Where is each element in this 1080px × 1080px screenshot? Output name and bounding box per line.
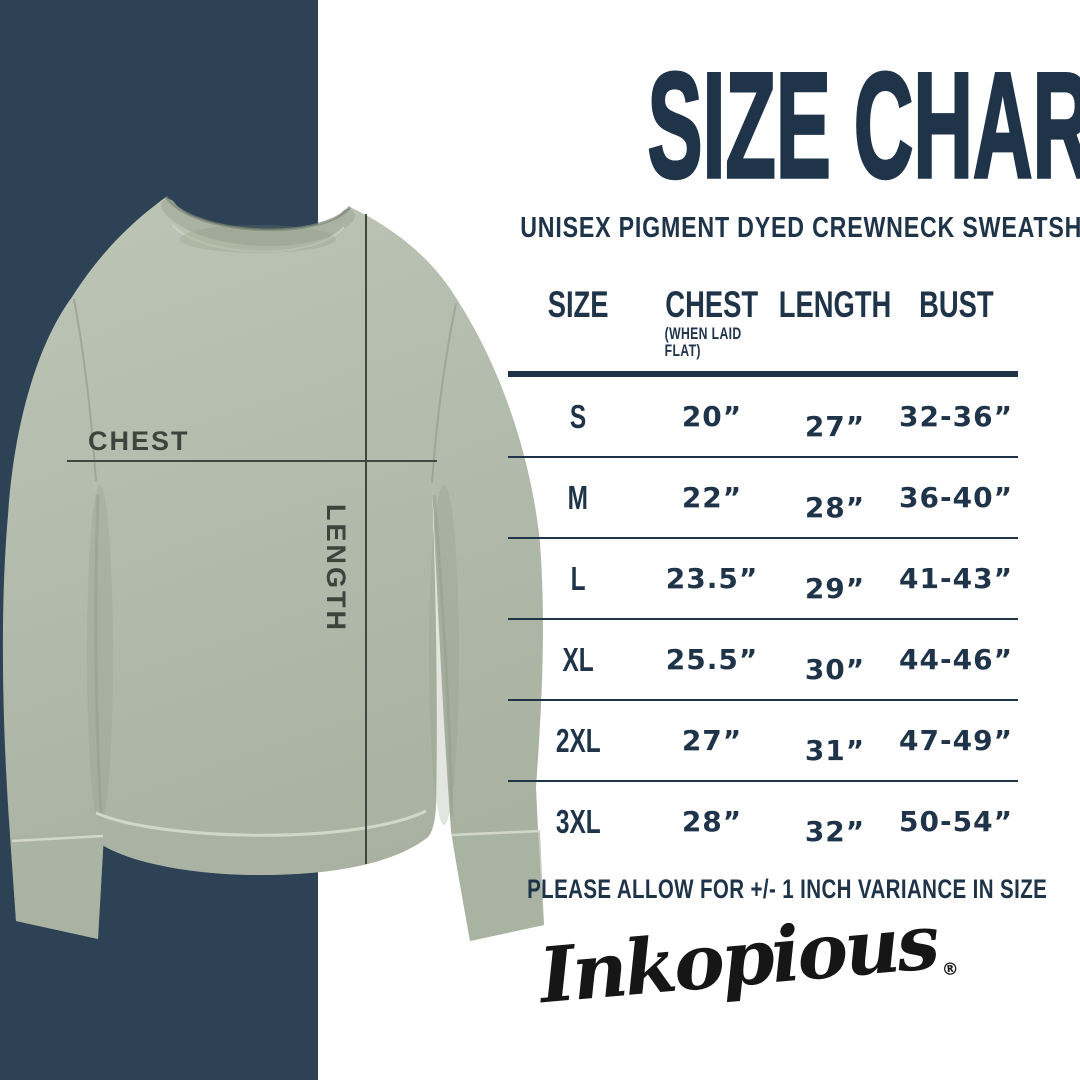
length-value: 27” [804,410,866,443]
bust-value: 36-40” [899,481,1013,514]
chest-value: 27” [681,724,743,757]
chest-value: 23.5” [665,562,759,595]
size-table-header: SIZE CHEST (WHEN LAID FLAT) LENGTH BUST [508,286,1018,377]
bust-value: 44-46” [899,643,1013,676]
chest-measure-line [67,460,437,462]
sweatshirt-photo [2,196,544,941]
page-subtitle: UNISEX PIGMENT DYED CREWNECK SWEATSHIRT [520,212,1080,244]
col-header-chest: CHEST (WHEN LAID FLAT) [664,284,759,360]
size-value: M [567,478,589,516]
length-value: 32” [804,815,866,848]
table-row-l: L 23.5” 29” 41-43” [508,539,1018,620]
page-title: SIZE CHART [647,41,1080,209]
chest-column-note: (WHEN LAID FLAT) [664,325,742,360]
table-row-3xl: 3XL 28” 32” 50-54” [508,782,1018,861]
length-value: 29” [804,572,866,605]
bust-value: 41-43” [899,562,1013,595]
bust-value: 32-36” [899,400,1013,433]
size-value: L [570,559,586,597]
table-row-xl: XL 25.5” 30” 44-46” [508,620,1018,701]
chest-value: 22” [681,481,743,514]
chest-value: 28” [681,805,743,838]
length-value: 30” [804,653,866,686]
registered-mark: ® [940,959,960,981]
chest-measure-label: CHEST [88,426,190,456]
length-measure-line [365,214,367,864]
collar [161,199,355,246]
length-value: 31” [804,734,866,767]
brand-logo: Inkopious® [445,897,1080,1020]
variance-note: PLEASE ALLOW FOR +/- 1 INCH VARIANCE IN … [527,874,1048,904]
right-cuff [452,830,544,941]
size-value: 2XL [555,721,601,759]
table-row-2xl: 2XL 27” 31” 47-49” [508,701,1018,782]
size-value: 3XL [555,802,601,840]
col-header-length: LENGTH [778,284,892,325]
chest-value: 25.5” [665,643,759,676]
size-value: S [569,397,587,435]
size-value: XL [562,640,594,678]
bust-value: 50-54” [899,805,1013,838]
bust-value: 47-49” [899,724,1013,757]
length-value: 28” [804,491,866,524]
length-measure-label: LENGTH [321,504,351,633]
table-row-s: S 20” 27” 32-36” [508,377,1018,458]
table-row-m: M 22” 28” 36-40” [508,458,1018,539]
waistband [94,811,428,875]
size-table: SIZE CHEST (WHEN LAID FLAT) LENGTH BUST … [508,286,1018,861]
left-cuff [10,833,104,939]
chest-value: 20” [681,400,743,433]
col-header-bust: BUST [918,284,994,325]
col-header-size: SIZE [547,284,609,325]
brand-name: Inkopious® [535,897,960,1021]
